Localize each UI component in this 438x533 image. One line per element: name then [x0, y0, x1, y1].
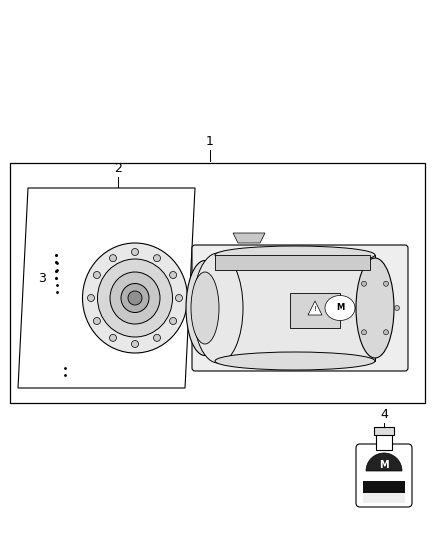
Ellipse shape [98, 259, 173, 337]
Circle shape [384, 281, 389, 286]
Circle shape [350, 305, 356, 311]
Ellipse shape [215, 246, 375, 264]
Circle shape [361, 281, 367, 286]
Circle shape [170, 271, 177, 279]
Bar [10, 163, 425, 403]
Text: 2: 2 [114, 162, 122, 175]
Ellipse shape [215, 352, 375, 370]
Ellipse shape [128, 291, 142, 305]
Circle shape [170, 318, 177, 325]
Ellipse shape [325, 295, 355, 320]
Text: !: ! [314, 306, 316, 312]
Circle shape [384, 330, 389, 335]
Text: 1: 1 [206, 135, 214, 148]
Bar [376, 432, 392, 450]
FancyBboxPatch shape [356, 444, 412, 507]
Bar [363, 493, 405, 503]
Circle shape [395, 305, 399, 311]
Polygon shape [233, 233, 265, 243]
Text: 3: 3 [38, 271, 46, 285]
Bar [363, 481, 405, 493]
Bar [215, 255, 370, 270]
Circle shape [176, 295, 183, 302]
Circle shape [110, 334, 117, 341]
Ellipse shape [186, 261, 224, 356]
Bar [215, 255, 375, 361]
Bar [374, 427, 394, 435]
Polygon shape [308, 301, 322, 315]
Ellipse shape [121, 284, 149, 312]
Circle shape [110, 255, 117, 262]
Wedge shape [366, 453, 402, 471]
Text: M: M [379, 460, 389, 470]
Bar [290, 293, 340, 328]
Circle shape [153, 334, 160, 341]
Polygon shape [18, 188, 195, 388]
Circle shape [93, 318, 100, 325]
Circle shape [131, 248, 138, 255]
Circle shape [131, 341, 138, 348]
Text: M: M [336, 303, 344, 312]
Ellipse shape [82, 243, 187, 353]
Circle shape [361, 330, 367, 335]
Circle shape [88, 295, 95, 302]
Ellipse shape [356, 258, 394, 358]
Ellipse shape [193, 253, 243, 363]
Text: 4: 4 [380, 408, 388, 421]
Ellipse shape [110, 272, 160, 324]
FancyBboxPatch shape [192, 245, 408, 371]
Circle shape [93, 271, 100, 279]
Circle shape [153, 255, 160, 262]
Ellipse shape [191, 272, 219, 344]
